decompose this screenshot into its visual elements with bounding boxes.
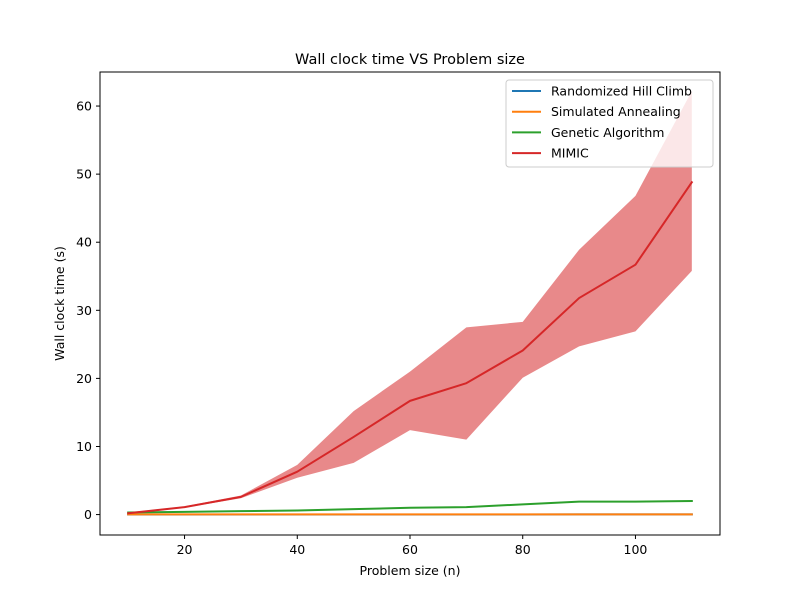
y-tick-label: 40 xyxy=(76,235,92,250)
x-axis-ticks: 20 40 60 80 100 xyxy=(177,535,648,557)
x-tick-label: 20 xyxy=(177,542,193,557)
x-tick-label: 40 xyxy=(289,542,305,557)
series-lines xyxy=(127,180,694,516)
y-tick-label: 50 xyxy=(76,167,92,182)
legend-label: MIMIC xyxy=(551,146,589,161)
legend-label: Randomized Hill Climb xyxy=(551,84,692,99)
x-axis-label: Problem size (n) xyxy=(360,563,461,578)
confidence-band-series-3 xyxy=(128,91,692,514)
legend: Randomized Hill Climb Simulated Annealing… xyxy=(505,79,714,168)
x-tick-label: 60 xyxy=(402,542,418,557)
series-line-3 xyxy=(127,180,694,515)
x-tick-label: 100 xyxy=(624,542,648,557)
y-tick-label: 0 xyxy=(84,507,92,522)
y-axis-label: Wall clock time (s) xyxy=(52,246,67,361)
legend-label: Simulated Annealing xyxy=(551,104,681,119)
y-tick-label: 30 xyxy=(76,303,92,318)
legend-box xyxy=(505,79,714,168)
chart-title: Wall clock time VS Problem size xyxy=(295,52,525,68)
confidence-bands xyxy=(128,91,692,514)
legend-label: Genetic Algorithm xyxy=(551,125,664,140)
y-tick-label: 60 xyxy=(76,99,92,114)
y-axis-ticks: 0 10 20 30 40 50 60 xyxy=(76,99,100,522)
y-tick-label: 20 xyxy=(76,371,92,386)
series-line-2 xyxy=(127,499,693,514)
x-tick-label: 80 xyxy=(515,542,531,557)
y-tick-label: 10 xyxy=(76,439,92,454)
